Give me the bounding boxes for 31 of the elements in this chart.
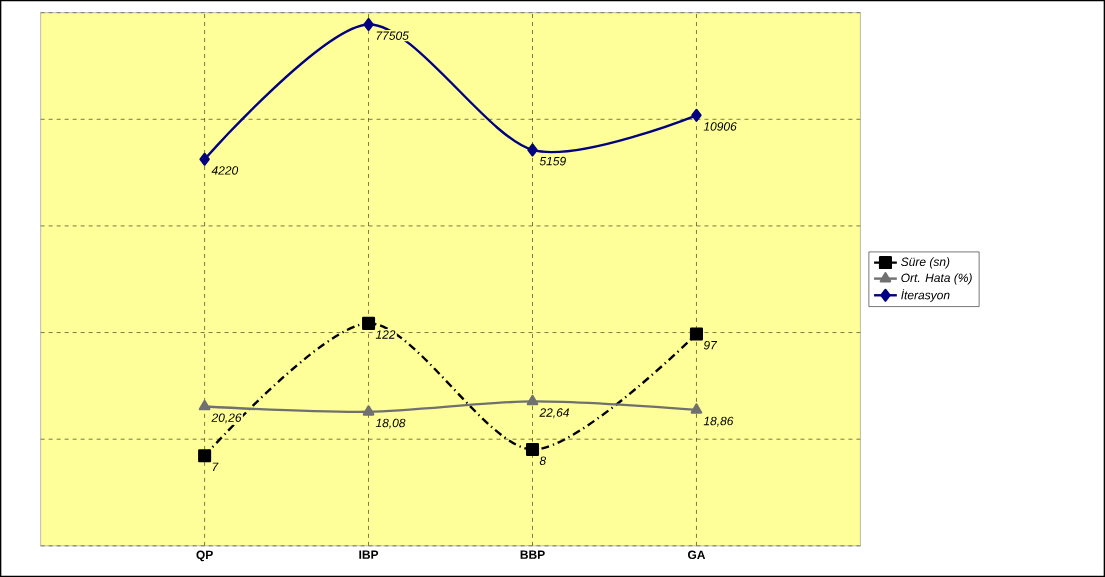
data-label: 7 [212,462,219,471]
point [691,108,702,122]
legend-label: Süre (sn) [901,257,950,269]
data-label: 4220 [211,166,239,175]
point [362,316,376,330]
data-label: 18,08 [375,418,406,429]
point [525,442,540,456]
x-tick-label: QP [196,550,213,562]
data-label: 10906 [703,122,737,131]
data-label: 8 [539,456,547,465]
point [363,17,374,31]
data-label: 122 [375,330,396,339]
data-label: 22,64 [539,408,570,419]
data-label: 77505 [376,31,409,40]
point [526,394,539,406]
data-label: 5159 [539,156,566,166]
point [527,143,538,157]
point [199,152,210,166]
x-tick-label: GA [687,550,706,559]
data-label: 18,86 [703,416,734,427]
point [362,405,375,416]
x-tick-label: BBP [520,550,545,559]
data-label: 97 [703,340,718,350]
legend-label: Ort. Hata (%) [901,273,972,285]
legend-label: İterasyon [901,289,950,302]
data-label: 20,26 [211,413,242,424]
point [198,399,211,411]
point [198,449,212,463]
x-tick-label: IBP [359,550,379,559]
point [689,327,703,341]
point [690,403,703,414]
